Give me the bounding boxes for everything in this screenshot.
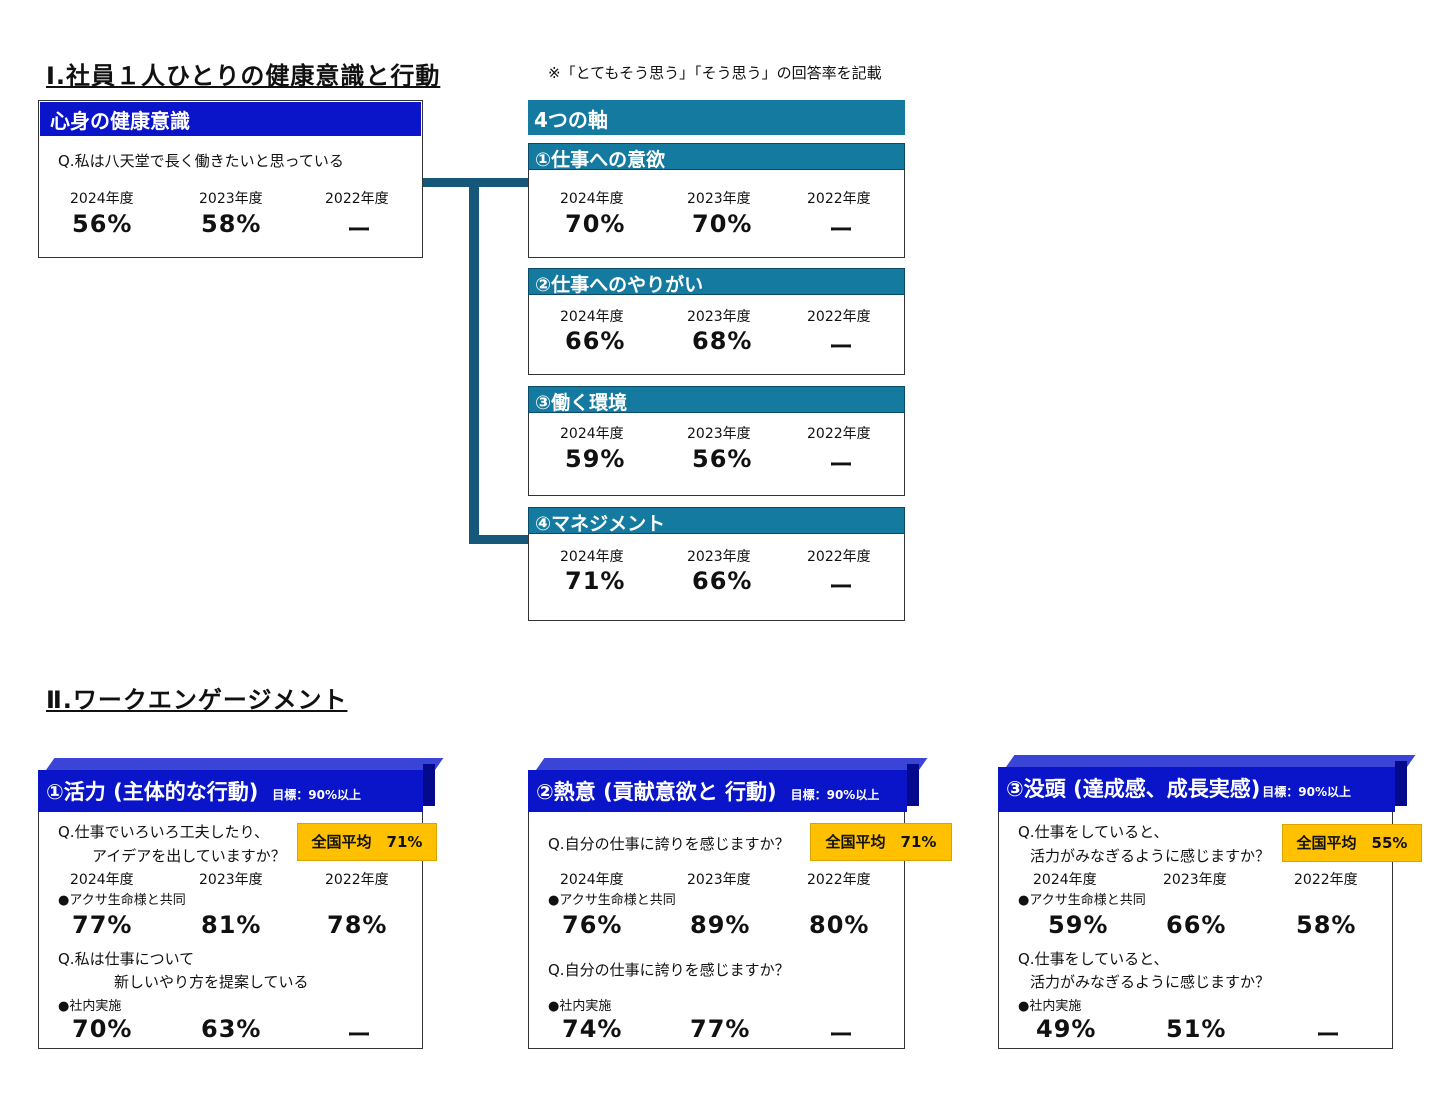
engagement-card-header: ①活力 (主体的な行動) 目標：90%以上: [38, 758, 444, 812]
card-header-title: ①活力 (主体的な行動): [46, 780, 259, 804]
year-label: 2024年度: [70, 191, 134, 207]
axes-header: 4つの軸: [528, 100, 905, 135]
value-2022: ー: [829, 1021, 853, 1049]
value-2023: 89%: [690, 911, 751, 939]
value-2022: ー: [829, 216, 853, 244]
source-label: ●アクサ生命様と共同: [58, 893, 186, 908]
health-card-header: 心身の健康意識: [40, 102, 421, 136]
value-2023: 77%: [690, 1015, 751, 1043]
value-2024: 71%: [565, 567, 626, 595]
national-average-badge: 全国平均 71%: [297, 823, 437, 861]
value-2023: 51%: [1166, 1015, 1227, 1043]
value-2023: 70%: [692, 210, 753, 238]
value-2023: 56%: [692, 445, 753, 473]
value-2023: 58%: [201, 210, 262, 238]
year-label: 2024年度: [1033, 872, 1097, 888]
axis-card-title: ③働く環境: [528, 386, 905, 414]
year-label: 2022年度: [807, 872, 871, 888]
question-2-line-1: Q.仕事をしていると、: [1018, 950, 1169, 968]
year-label: 2024年度: [560, 309, 624, 325]
value-2024: 66%: [565, 327, 626, 355]
value-2024: 76%: [562, 911, 623, 939]
question-1-line-1: Q.自分の仕事に誇りを感じますか？: [548, 835, 790, 853]
engagement-card-header: ③没頭 (達成感、成長実感) 目標：90%以上: [998, 755, 1416, 812]
year-label: 2024年度: [70, 872, 134, 888]
source-label: ●社内実施: [548, 999, 612, 1014]
value-2022: ー: [347, 216, 371, 244]
year-label: 2023年度: [687, 549, 751, 565]
year-label: 2024年度: [560, 426, 624, 442]
question-2-line-2: 活力がみなぎるように感じますか？: [1030, 973, 1271, 991]
year-label: 2023年度: [199, 872, 263, 888]
connector-vertical: [469, 182, 479, 544]
axis-card-title: ④マネジメント: [528, 507, 905, 535]
year-label: 2024年度: [560, 872, 624, 888]
year-label: 2023年度: [199, 191, 263, 207]
card-goal: 目標：90%以上: [272, 788, 362, 802]
year-label: 2022年度: [1294, 872, 1358, 888]
value-2024: 77%: [72, 911, 133, 939]
question-2-line-2: 新しいやり方を提案している: [114, 973, 309, 991]
card-goal: 目標：90%以上: [790, 788, 880, 802]
axis-card-title: ①仕事への意欲: [528, 143, 905, 171]
value-2023: 68%: [692, 327, 753, 355]
value-2022: ー: [347, 1021, 371, 1049]
value-2024: 70%: [565, 210, 626, 238]
year-label: 2023年度: [687, 872, 751, 888]
question-2-line-1: Q.自分の仕事に誇りを感じますか？: [548, 961, 790, 979]
health-question: Q.私は八天堂で長く働きたいと思っている: [58, 152, 344, 170]
section1-note: ※「とてもそう思う」「そう思う」の回答率を記載: [548, 64, 882, 82]
year-label: 2022年度: [807, 309, 871, 325]
year-label: 2022年度: [325, 191, 389, 207]
year-label: 2024年度: [560, 549, 624, 565]
value-2022: ー: [829, 333, 853, 361]
year-label: 2022年度: [807, 549, 871, 565]
value-2024: 49%: [1036, 1015, 1097, 1043]
question-1-line-2: アイデアを出していますか？: [92, 847, 286, 865]
connector-horizontal-bottom: [469, 535, 529, 544]
value-2022: ー: [829, 451, 853, 479]
section1-title: Ⅰ.社員１人ひとりの健康意識と行動: [46, 62, 441, 90]
question-1-line-1: Q.仕事でいろいろ工夫したり、: [58, 823, 269, 841]
year-label: 2023年度: [1163, 872, 1227, 888]
engagement-card-header: ②熱意 (貢献意欲と 行動) 目標：90%以上: [528, 758, 928, 812]
value-2023: 63%: [201, 1015, 262, 1043]
year-label: 2022年度: [807, 426, 871, 442]
value-2023: 66%: [1166, 911, 1227, 939]
value-2023: 81%: [201, 911, 262, 939]
value-2022: ー: [1316, 1021, 1340, 1049]
source-label: ●アクサ生命様と共同: [548, 893, 676, 908]
card-goal: 目標：90%以上: [1262, 785, 1352, 799]
value-2023: 66%: [692, 567, 753, 595]
year-label: 2023年度: [687, 191, 751, 207]
card-header-title: ③没頭 (達成感、成長実感): [1006, 777, 1261, 801]
section2-title: Ⅱ.ワークエンゲージメント: [46, 686, 348, 714]
value-2024: 70%: [72, 1015, 133, 1043]
question-2-line-1: Q.私は仕事について: [58, 950, 195, 968]
question-1-line-2: 活力がみなぎるように感じますか？: [1030, 847, 1271, 865]
national-average-badge: 全国平均 55%: [1282, 824, 1422, 862]
value-2024: 74%: [562, 1015, 623, 1043]
value-2024: 59%: [565, 445, 626, 473]
axis-card-title: ②仕事へのやりがい: [528, 268, 905, 296]
year-label: 2024年度: [560, 191, 624, 207]
year-label: 2022年度: [325, 872, 389, 888]
value-2022: 78%: [327, 911, 388, 939]
value-2022: ー: [829, 573, 853, 601]
value-2022: 58%: [1296, 911, 1357, 939]
year-label: 2023年度: [687, 426, 751, 442]
value-2024: 59%: [1048, 911, 1109, 939]
year-label: 2022年度: [807, 191, 871, 207]
card-header-title: ②熱意 (貢献意欲と 行動): [536, 780, 777, 804]
source-label: ●アクサ生命様と共同: [1018, 893, 1146, 908]
source-label: ●社内実施: [58, 999, 122, 1014]
question-1-line-1: Q.仕事をしていると、: [1018, 823, 1169, 841]
source-label: ●社内実施: [1018, 999, 1082, 1014]
year-label: 2023年度: [687, 309, 751, 325]
value-2022: 80%: [809, 911, 870, 939]
national-average-badge: 全国平均 71%: [810, 823, 952, 861]
value-2024: 56%: [72, 210, 133, 238]
